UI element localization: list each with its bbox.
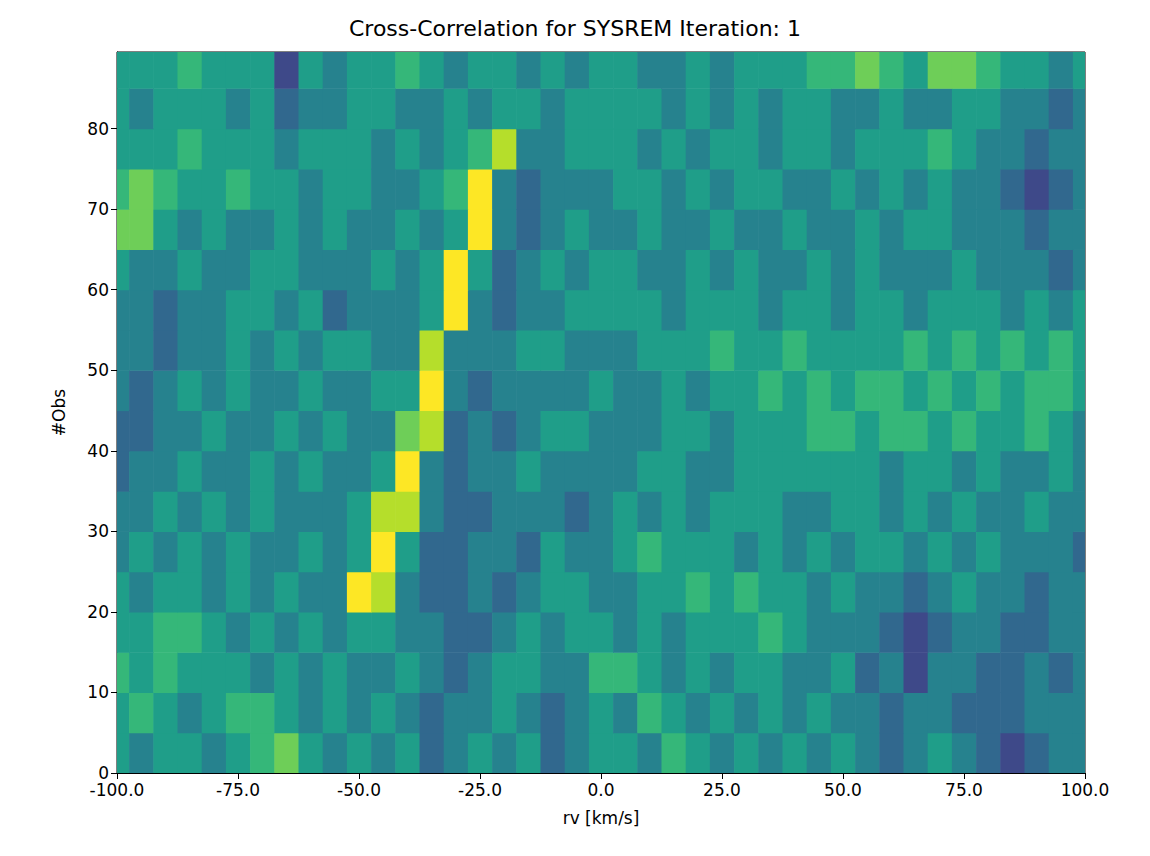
- svg-text:50.0: 50.0: [824, 780, 862, 800]
- svg-text:100.0: 100.0: [1061, 780, 1110, 800]
- svg-text:-75.0: -75.0: [216, 780, 260, 800]
- svg-text:0.0: 0.0: [587, 780, 614, 800]
- svg-text:-25.0: -25.0: [458, 780, 502, 800]
- svg-text:75.0: 75.0: [945, 780, 983, 800]
- svg-text:-50.0: -50.0: [337, 780, 381, 800]
- svg-text:rv [km/s]: rv [km/s]: [563, 808, 640, 828]
- svg-text:25.0: 25.0: [703, 780, 741, 800]
- svg-text:Cross-Correlation for SYSREM I: Cross-Correlation for SYSREM Iteration: …: [349, 16, 801, 41]
- svg-text:0: 0: [98, 763, 109, 783]
- svg-text:20: 20: [87, 602, 109, 622]
- svg-text:#Obs: #Obs: [49, 389, 69, 436]
- svg-text:80: 80: [87, 119, 109, 139]
- svg-text:-100.0: -100.0: [90, 780, 145, 800]
- svg-text:60: 60: [87, 280, 109, 300]
- svg-text:70: 70: [87, 199, 109, 219]
- svg-text:10: 10: [87, 682, 109, 702]
- svg-text:40: 40: [87, 441, 109, 461]
- svg-text:50: 50: [87, 360, 109, 380]
- svg-text:30: 30: [87, 521, 109, 541]
